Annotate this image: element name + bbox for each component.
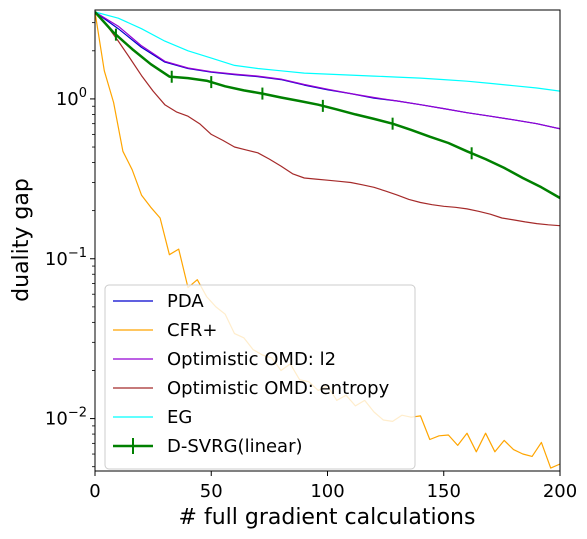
y-tick-label: 10−1 bbox=[45, 246, 87, 270]
series-line-optimistic-omd-l2 bbox=[95, 11, 560, 130]
series-line-optimistic-omd-entropy bbox=[95, 11, 560, 227]
x-tick-label: 0 bbox=[89, 481, 100, 502]
legend-label: EG bbox=[167, 407, 192, 428]
legend-label: D-SVRG(linear) bbox=[167, 436, 303, 457]
legend-label: Optimistic OMD: l2 bbox=[167, 349, 336, 370]
legend: PDA CFR+ Optimistic OMD: l2 Optimistic OMD:… bbox=[104, 284, 416, 470]
legend-label: CFR+ bbox=[167, 320, 218, 341]
series-line-eg bbox=[95, 11, 560, 92]
y-tick-label: 10−2 bbox=[45, 406, 87, 430]
x-axis-label: # full gradient calculations bbox=[179, 505, 476, 530]
x-tick-label: 50 bbox=[200, 481, 223, 502]
x-axis: 0 50 100 150 200 bbox=[89, 471, 577, 502]
y-axis-label: duality gap bbox=[9, 178, 34, 302]
legend-box bbox=[104, 284, 416, 470]
x-tick-label: 100 bbox=[310, 481, 344, 502]
legend-label: Optimistic OMD: entropy bbox=[167, 378, 390, 399]
y-tick-label: 100 bbox=[56, 86, 87, 110]
x-tick-label: 200 bbox=[543, 481, 577, 502]
legend-label: PDA bbox=[167, 291, 204, 312]
y-axis: 100 10−1 10−2 bbox=[45, 22, 95, 468]
x-tick-label: 150 bbox=[427, 481, 461, 502]
